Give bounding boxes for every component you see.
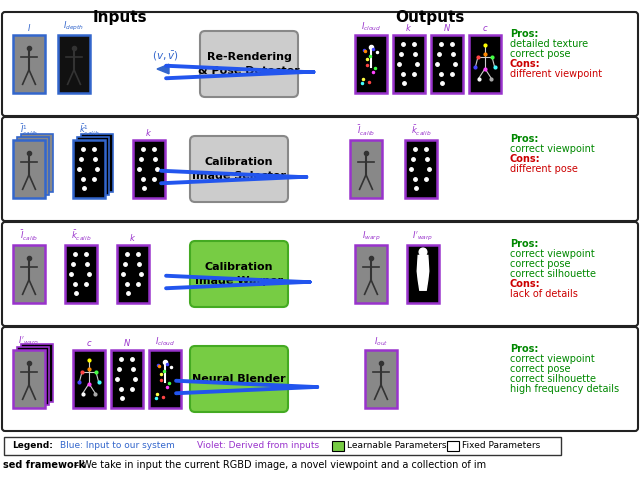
FancyBboxPatch shape xyxy=(2,327,638,431)
Polygon shape xyxy=(417,255,429,290)
Text: $k$: $k$ xyxy=(405,22,413,33)
Bar xyxy=(117,245,149,303)
Bar xyxy=(149,350,181,408)
Bar xyxy=(469,35,501,93)
FancyBboxPatch shape xyxy=(200,31,298,97)
Text: lack of details: lack of details xyxy=(510,289,578,299)
Bar xyxy=(332,441,344,451)
Bar xyxy=(447,441,459,451)
Bar xyxy=(77,137,109,195)
Text: $I_{cloud}$: $I_{cloud}$ xyxy=(155,336,175,348)
Bar xyxy=(133,140,165,198)
Text: Cons:: Cons: xyxy=(510,279,541,289)
Text: Re-Rendering
& Pose Detector: Re-Rendering & Pose Detector xyxy=(198,52,300,76)
Bar xyxy=(13,245,45,303)
Text: Pros:: Pros: xyxy=(510,239,538,249)
Bar xyxy=(365,350,397,408)
Text: Pros:: Pros: xyxy=(510,344,538,354)
FancyBboxPatch shape xyxy=(190,346,288,412)
Text: $k$: $k$ xyxy=(145,127,152,138)
Bar xyxy=(393,35,425,93)
Text: Legend:: Legend: xyxy=(12,442,53,450)
Text: correct viewpoint: correct viewpoint xyxy=(510,249,595,259)
Text: Inputs: Inputs xyxy=(93,10,147,25)
Text: Outputs: Outputs xyxy=(396,10,465,25)
Text: $\bar{k}_{calib}$: $\bar{k}_{calib}$ xyxy=(71,229,92,243)
Text: different viewpoint: different viewpoint xyxy=(510,69,602,79)
Text: high frequency details: high frequency details xyxy=(510,384,619,394)
Text: $I'_{warp}$: $I'_{warp}$ xyxy=(19,335,40,348)
Text: Blue: Input to our system: Blue: Input to our system xyxy=(60,442,175,450)
Text: correct pose: correct pose xyxy=(510,259,570,269)
FancyBboxPatch shape xyxy=(190,136,288,202)
Text: $I$: $I$ xyxy=(27,22,31,33)
Text: $N$: $N$ xyxy=(123,337,131,348)
Bar xyxy=(17,137,49,195)
Bar xyxy=(73,350,105,408)
Bar xyxy=(81,134,113,192)
Bar xyxy=(65,245,97,303)
Text: Learnable Parameters: Learnable Parameters xyxy=(347,442,447,450)
FancyBboxPatch shape xyxy=(2,222,638,326)
Bar xyxy=(13,350,45,408)
Text: Calibration
Image Warper: Calibration Image Warper xyxy=(195,262,283,286)
Bar xyxy=(431,35,463,93)
Bar xyxy=(111,350,143,408)
FancyBboxPatch shape xyxy=(190,241,288,307)
Text: $k$: $k$ xyxy=(129,232,136,243)
Bar xyxy=(58,35,90,93)
Text: correct viewpoint: correct viewpoint xyxy=(510,144,595,154)
Bar xyxy=(407,245,439,303)
Bar xyxy=(17,347,49,405)
Bar xyxy=(13,35,45,93)
FancyBboxPatch shape xyxy=(4,437,561,455)
Text: Pros:: Pros: xyxy=(510,29,538,39)
Text: Neural Blender: Neural Blender xyxy=(192,374,286,384)
Text: $N$: $N$ xyxy=(443,22,451,33)
Bar xyxy=(13,140,45,198)
Text: correct silhouette: correct silhouette xyxy=(510,269,596,279)
Bar xyxy=(355,35,387,93)
Text: Cons:: Cons: xyxy=(510,154,541,164)
Text: detailed texture: detailed texture xyxy=(510,39,588,49)
Text: $\bar{k}^{1}_{calib}$: $\bar{k}^{1}_{calib}$ xyxy=(79,123,99,138)
Bar xyxy=(405,140,437,198)
Text: $c$: $c$ xyxy=(86,339,92,348)
Text: different pose: different pose xyxy=(510,164,578,174)
Bar xyxy=(350,140,382,198)
Text: $I_{out}$: $I_{out}$ xyxy=(374,336,388,348)
Bar xyxy=(73,140,105,198)
Text: $\bar{I}_{calib}$: $\bar{I}_{calib}$ xyxy=(357,124,375,138)
Bar xyxy=(355,245,387,303)
Text: Calibration
Image Selector: Calibration Image Selector xyxy=(192,157,286,181)
Bar xyxy=(21,344,53,402)
Text: correct silhouette: correct silhouette xyxy=(510,374,596,384)
Text: $\bar{I}_{calib}$: $\bar{I}_{calib}$ xyxy=(20,229,38,243)
Text: Pros:: Pros: xyxy=(510,134,538,144)
Text: correct pose: correct pose xyxy=(510,49,570,59)
FancyBboxPatch shape xyxy=(2,117,638,221)
Text: correct pose: correct pose xyxy=(510,364,570,374)
Text: $I_{warp}$: $I_{warp}$ xyxy=(362,230,380,243)
Text: $I_{depth}$: $I_{depth}$ xyxy=(63,20,84,33)
Polygon shape xyxy=(157,64,169,74)
Bar xyxy=(21,134,53,192)
Text: $I_{cloud}$: $I_{cloud}$ xyxy=(361,20,381,33)
Text: $\bar{k}_{calib}$: $\bar{k}_{calib}$ xyxy=(411,124,431,138)
FancyBboxPatch shape xyxy=(2,12,638,116)
Circle shape xyxy=(419,248,427,256)
Text: Violet: Derived from inputs: Violet: Derived from inputs xyxy=(197,442,319,450)
Text: correct viewpoint: correct viewpoint xyxy=(510,354,595,364)
Text: sed framework: sed framework xyxy=(3,460,85,470)
Text: – We take in input the current RGBD image, a novel viewpoint and a collection of: – We take in input the current RGBD imag… xyxy=(71,460,486,470)
Text: $\bar{I}^{1}_{calib}$: $\bar{I}^{1}_{calib}$ xyxy=(20,123,38,138)
Text: Cons:: Cons: xyxy=(510,59,541,69)
Text: $I'_{warp}$: $I'_{warp}$ xyxy=(412,230,434,243)
Text: Fixed Parameters: Fixed Parameters xyxy=(462,442,540,450)
Text: $(v, \bar{v})$: $(v, \bar{v})$ xyxy=(152,50,179,62)
Text: $c$: $c$ xyxy=(482,24,488,33)
